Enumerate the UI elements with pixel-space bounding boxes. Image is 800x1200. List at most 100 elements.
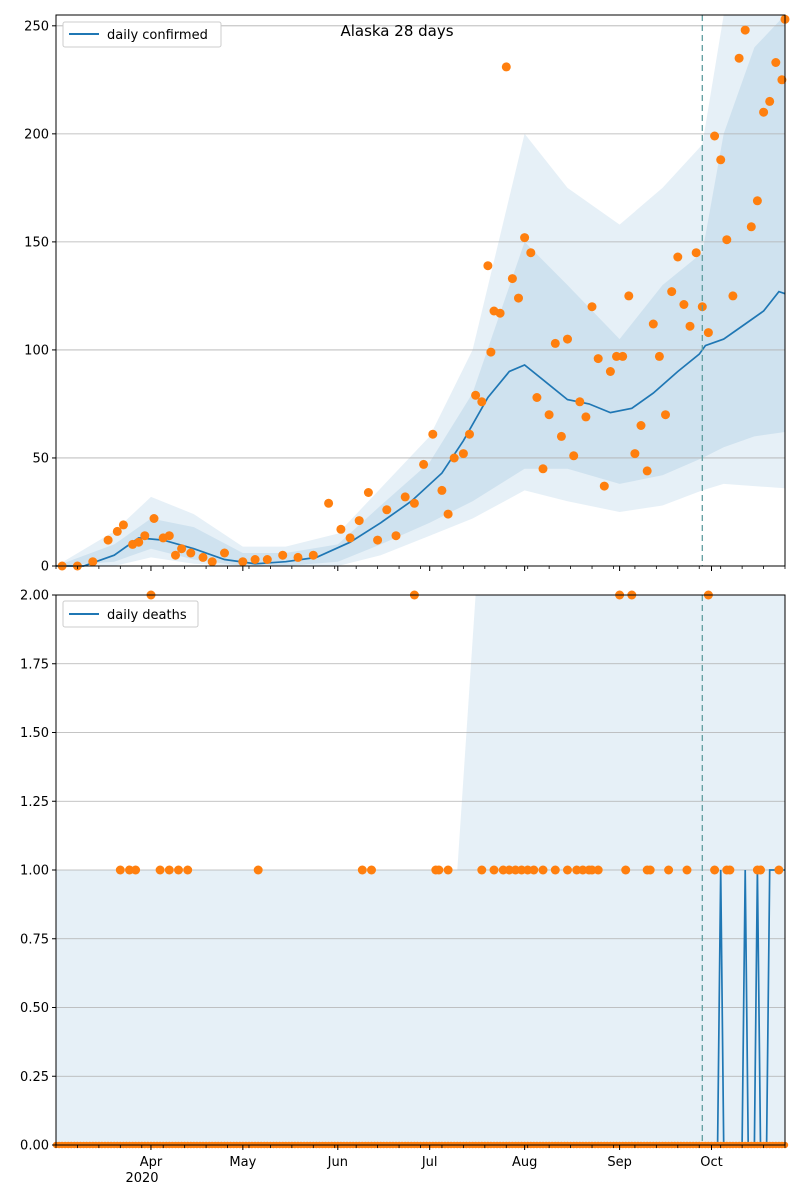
confirmed-data-point [437, 485, 447, 495]
confirmed-data-point [220, 548, 229, 558]
deaths-data-point [477, 865, 487, 875]
confirmed-data-point [391, 531, 401, 541]
deaths-data-point [664, 865, 674, 875]
deaths-y-tick-label: 1.75 [20, 657, 49, 672]
confirmed-data-point [112, 526, 122, 536]
confirmed-data-point [630, 449, 640, 459]
confirmed-data-point [593, 354, 603, 364]
deaths-data-point [621, 865, 631, 875]
confirmed-data-point [486, 347, 496, 357]
deaths-data-point [115, 865, 125, 875]
confirmed-data-point [716, 155, 726, 165]
confirmed-data-point [262, 555, 272, 564]
confirmed-uncertainty-bands [56, 15, 785, 566]
confirmed-data-point [654, 351, 664, 361]
confirmed-data-point [710, 131, 720, 141]
confirmed-data-point [532, 393, 542, 402]
deaths-y-tick-label: 0.75 [20, 932, 49, 947]
deaths-y-tick-label: 0.25 [20, 1070, 49, 1085]
deaths-data-point [434, 865, 444, 875]
confirmed-data-point [740, 25, 750, 35]
confirmed-data-point [382, 505, 392, 515]
deaths-data-point [504, 865, 514, 875]
confirmed-data-point [661, 410, 670, 420]
deaths-data-point [538, 865, 548, 875]
deaths-y-tick-label: 0.00 [20, 1139, 49, 1154]
confirmed-data-point [198, 552, 208, 562]
deaths-legend-label: daily deaths [107, 608, 187, 623]
confirmed-data-point [636, 421, 646, 430]
deaths-y-tick-label: 2.00 [20, 589, 49, 604]
deaths-data-point [131, 865, 141, 875]
confirmed-data-point [354, 516, 364, 526]
confirmed-data-point [458, 449, 468, 459]
deaths-data-point [489, 865, 499, 875]
confirmed-data-point [765, 96, 775, 106]
confirmed-data-point [164, 531, 174, 541]
confirmed-data-point [149, 514, 159, 523]
confirmed-plot-frame [55, 14, 786, 567]
confirmed-data-point [575, 397, 585, 407]
confirmed-panel: 0 50 100 150 200 250 Alaska 28 days daily con… [24, 14, 790, 575]
confirmed-data-point [103, 535, 113, 545]
x-tick-label: Oct [700, 1155, 722, 1170]
confirmed-data-point [550, 338, 560, 348]
confirmed-data-point [599, 481, 609, 491]
deaths-data-point [183, 865, 193, 875]
confirmed-data-point [419, 459, 429, 469]
confirmed-data-point [134, 537, 144, 547]
deaths-y-tick-label: 1.50 [20, 726, 49, 741]
x-tick-label: May [229, 1155, 256, 1170]
confirmed-data-point [207, 557, 217, 567]
confirmed-data-point [238, 557, 248, 567]
confirmed-y-tick-label: 0 [41, 560, 49, 575]
confirmed-data-point [345, 533, 355, 543]
confirmed-data-point [177, 544, 187, 554]
confirmed-data-point [363, 488, 373, 497]
confirmed-data-point [673, 252, 683, 262]
confirmed-y-tick-label: 200 [24, 127, 49, 142]
confirmed-data-point [443, 509, 453, 519]
confirmed-points-layer [57, 14, 790, 571]
confirmed-data-point [605, 367, 615, 376]
confirmed-data-point [400, 492, 410, 502]
deaths-data-point [710, 865, 720, 875]
confirmed-data-point [140, 531, 150, 541]
confirmed-data-point [409, 498, 419, 508]
confirmed-data-point [581, 412, 591, 422]
deaths-data-point [443, 865, 453, 875]
confirmed-data-point [734, 53, 744, 63]
confirmed-data-point [520, 233, 530, 243]
deaths-plot-frame [55, 594, 786, 1146]
confirmed-data-point [563, 334, 572, 344]
confirmed-data-point [373, 535, 383, 545]
confirmed-data-point [618, 351, 628, 361]
deaths-data-point [578, 865, 588, 875]
confirmed-data-point [171, 550, 180, 560]
deaths-data-point [357, 865, 367, 875]
confirmed-legend[interactable]: daily confirmed [62, 21, 222, 48]
confirmed-data-point [624, 291, 634, 301]
confirmed-data-point [526, 248, 536, 258]
confirmed-data-point [471, 390, 481, 400]
confirmed-data-point [728, 291, 738, 301]
x-tick-label: Aug [512, 1155, 537, 1170]
confirmed-data-point [293, 552, 303, 562]
deaths-y-tick-label: 1.25 [20, 795, 49, 810]
confirmed-data-point [648, 319, 658, 329]
confirmed-data-point [703, 328, 713, 338]
confirmed-data-point [428, 429, 438, 439]
deaths-data-point [550, 865, 560, 875]
deaths-data-point [563, 865, 572, 875]
deaths-legend[interactable]: daily deaths [62, 600, 199, 628]
deaths-data-point [174, 865, 183, 875]
deaths-data-point [367, 865, 376, 875]
confirmed-data-point [308, 550, 318, 560]
confirmed-data-point [752, 196, 762, 206]
deaths-data-point [529, 865, 539, 875]
deaths-data-point [645, 865, 655, 875]
confirmed-data-point [507, 274, 517, 284]
deaths-y-tick-label: 1.00 [20, 864, 49, 879]
confirmed-legend-label: daily confirmed [107, 28, 208, 43]
confirmed-data-point [771, 58, 781, 67]
